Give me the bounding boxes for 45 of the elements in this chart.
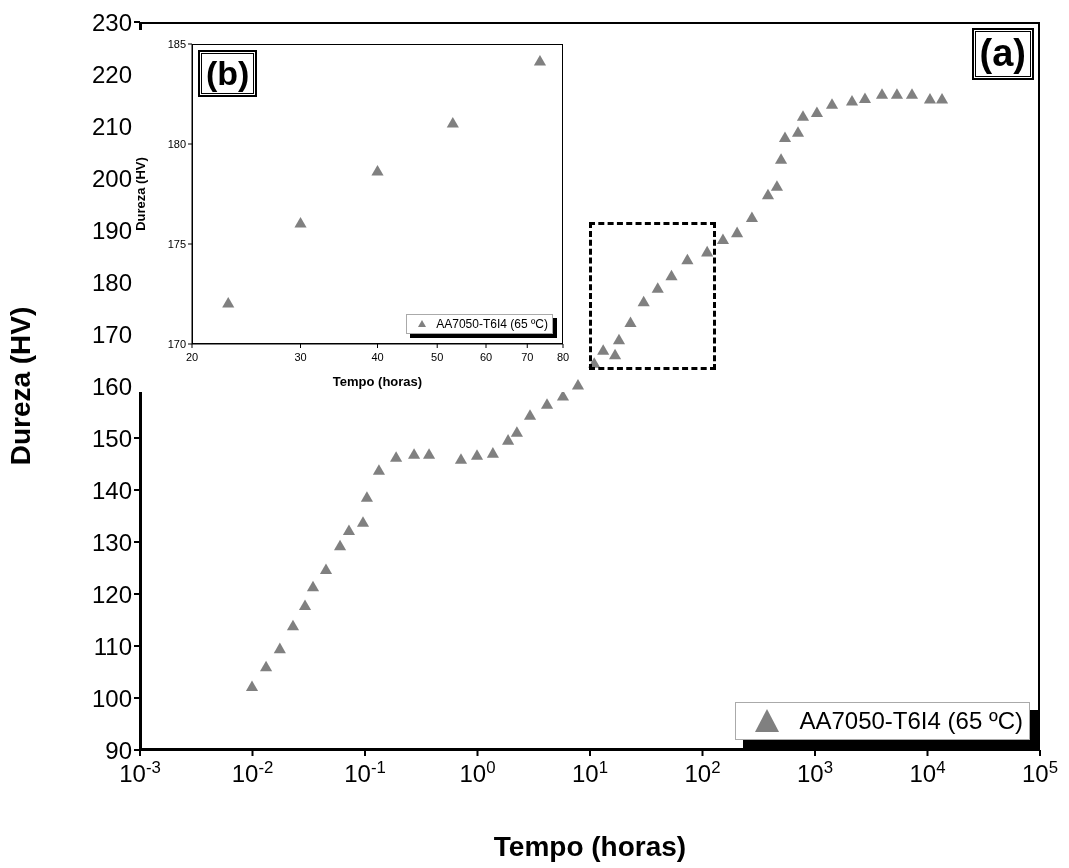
- y-tick-label: 180: [91, 268, 132, 296]
- y-tick-label: 180: [167, 137, 186, 150]
- y-axis-title: Dureza (HV): [4, 306, 36, 466]
- legend-label: AA7050-T6I4 (65 ºC): [436, 317, 548, 331]
- x-axis-title: Tempo (horas): [332, 374, 423, 389]
- x-axis-title: Tempo (horas): [493, 831, 687, 862]
- y-tick-label: 220: [91, 60, 132, 88]
- y-tick-label: 120: [91, 580, 132, 608]
- x-tick-label: 10$^{2}$: [684, 757, 721, 787]
- y-tick-label: 200: [91, 164, 132, 192]
- y-tick-label: 110: [93, 632, 132, 660]
- point: [371, 164, 384, 176]
- y-tick-label: 230: [91, 8, 132, 36]
- y-axis-title: Dureza (HV): [132, 157, 148, 231]
- y-tick-label: 175: [167, 237, 186, 250]
- point: [446, 116, 459, 128]
- y-tick-label: 160: [91, 372, 132, 400]
- y-tick-label: 210: [91, 112, 132, 140]
- x-tick-label: 20: [185, 351, 199, 363]
- x-tick-label: 60: [479, 351, 493, 363]
- x-tick-label: 10$^{3}$: [796, 757, 834, 787]
- point: [294, 216, 307, 228]
- x-tick-label: 10$^{-1}$: [344, 757, 386, 787]
- x-tick-label: 40: [371, 351, 384, 363]
- x-tick-label: 10$^{0}$: [459, 757, 496, 787]
- x-tick-label: 50: [431, 351, 444, 363]
- y-tick-label: 150: [91, 424, 132, 452]
- x-tick-label: 10$^{4}$: [909, 757, 946, 787]
- y-tick-label: 100: [91, 684, 132, 712]
- x-tick-label: 10$^{1}$: [571, 757, 609, 787]
- x-tick-label: 10$^{-2}$: [231, 757, 274, 787]
- y-tick-label: 170: [167, 337, 186, 350]
- y-tick-label: 185: [167, 37, 186, 50]
- x-tick-label: 70: [521, 351, 534, 363]
- y-tick-label: 140: [91, 476, 132, 504]
- x-tick-label: 10$^{5}$: [1021, 757, 1059, 787]
- annotation: (b): [198, 50, 258, 97]
- y-tick-label: 130: [91, 528, 132, 556]
- y-tick-label: 190: [91, 216, 132, 244]
- x-tick-label: 30: [294, 351, 307, 363]
- annotation: (a): [971, 28, 1034, 80]
- y-tick-label: 90: [105, 736, 132, 764]
- x-tick-label: 80: [556, 351, 570, 363]
- legend-label: AA7050-T6I4 (65 ºC): [799, 707, 1023, 735]
- y-tick-label: 170: [91, 320, 132, 348]
